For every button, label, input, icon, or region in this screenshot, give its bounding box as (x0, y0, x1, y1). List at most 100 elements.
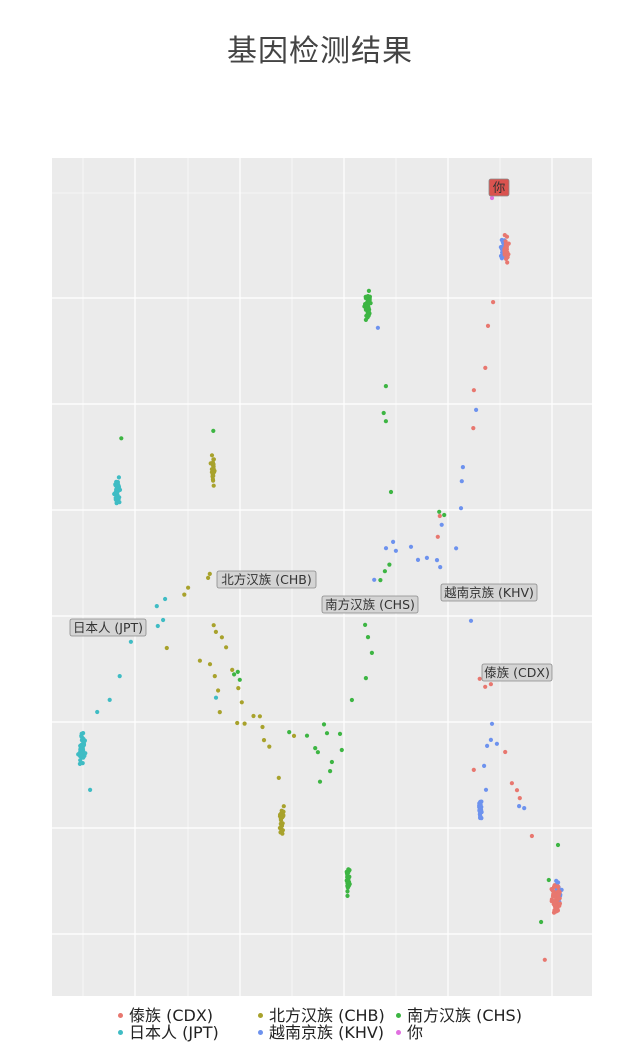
data-point (557, 890, 562, 895)
data-point (182, 592, 187, 597)
data-point (78, 752, 83, 757)
legend-marker (396, 1013, 401, 1018)
data-point (339, 747, 344, 753)
legend-label: 你 (407, 1023, 424, 1042)
data-point (365, 315, 370, 320)
data-point (211, 428, 216, 433)
data-point (211, 478, 216, 483)
data-point (474, 407, 479, 412)
data-point (408, 544, 414, 549)
data-point (485, 323, 491, 328)
data-point (483, 365, 488, 370)
data-point (88, 787, 93, 793)
data-point (499, 256, 504, 261)
data-point (267, 744, 272, 749)
data-point (363, 622, 368, 628)
data-point (383, 546, 389, 551)
data-point (471, 388, 476, 393)
data-point (459, 479, 464, 484)
cluster-label-box (321, 595, 419, 614)
data-point (489, 721, 495, 726)
data-point (207, 571, 212, 577)
data-point (317, 779, 323, 784)
data-point (549, 887, 554, 892)
cluster-label-text: 傣族 (CDX) (484, 665, 550, 680)
data-point (217, 710, 222, 715)
legend-label: 傣族 (CDX) (129, 1006, 214, 1025)
data-point (209, 453, 215, 458)
data-point (468, 618, 474, 623)
data-point (345, 893, 350, 899)
cluster-label-text: 南方汉族 (CHS) (325, 597, 415, 612)
legend-item: 北方汉族 (CHB) (258, 1008, 385, 1024)
data-point (211, 469, 216, 474)
data-point (251, 713, 256, 719)
cluster-label: 北方汉族 (CHB) (216, 570, 317, 589)
data-point (434, 558, 440, 563)
data-point (128, 639, 133, 644)
data-point (116, 475, 121, 480)
data-point (211, 457, 216, 462)
data-point (161, 617, 166, 623)
data-point (315, 750, 320, 755)
data-point (556, 885, 561, 890)
legend-label: 日本人 (JPT) (129, 1023, 219, 1042)
cluster-label: 傣族 (CDX) (481, 663, 553, 682)
cluster-label: 日本人 (JPT) (69, 618, 147, 637)
data-point (366, 288, 371, 293)
data-point (366, 301, 372, 306)
data-point (388, 489, 394, 495)
cluster-label-box (69, 618, 147, 637)
data-point (114, 479, 119, 484)
data-point (337, 731, 343, 737)
data-point (236, 686, 241, 691)
data-point (287, 730, 292, 735)
data-point (278, 812, 283, 818)
data-point (206, 575, 211, 581)
data-point (369, 650, 374, 656)
data-point (211, 483, 216, 488)
data-point (80, 761, 85, 766)
data-point (113, 495, 118, 500)
data-point (491, 300, 496, 305)
data-point (366, 305, 371, 310)
data-point (393, 548, 398, 553)
data-point (154, 604, 159, 609)
data-point (382, 569, 387, 574)
data-point (257, 714, 262, 719)
data-point (556, 896, 561, 901)
data-point (442, 512, 447, 518)
cluster-label-box (481, 663, 553, 682)
legend-label: 南方汉族 (CHS) (407, 1006, 522, 1025)
data-point (517, 804, 522, 809)
data-point (239, 700, 244, 705)
data-point (471, 767, 476, 773)
data-point (216, 688, 221, 693)
data-point (378, 578, 383, 583)
data-point (235, 669, 240, 675)
data-point (328, 769, 333, 774)
data-point (212, 674, 217, 679)
data-point (107, 697, 112, 703)
data-point (454, 546, 459, 551)
data-point (83, 751, 88, 756)
data-point (424, 555, 429, 561)
data-point (278, 830, 283, 835)
data-point (489, 195, 495, 201)
cluster-label-text: 你 (493, 180, 506, 195)
data-point (363, 676, 368, 681)
data-point (552, 899, 557, 904)
legend-item: 越南京族 (KHV) (258, 1025, 384, 1041)
data-point (375, 325, 380, 330)
data-point (279, 824, 284, 829)
data-point (363, 296, 368, 301)
data-point (529, 833, 535, 839)
data-point (471, 426, 476, 431)
data-point (504, 256, 509, 261)
data-point (78, 746, 83, 751)
data-point (438, 565, 443, 570)
data-point (278, 818, 284, 823)
cluster-label-box (488, 178, 510, 197)
data-point (345, 889, 350, 894)
data-point (505, 260, 510, 265)
